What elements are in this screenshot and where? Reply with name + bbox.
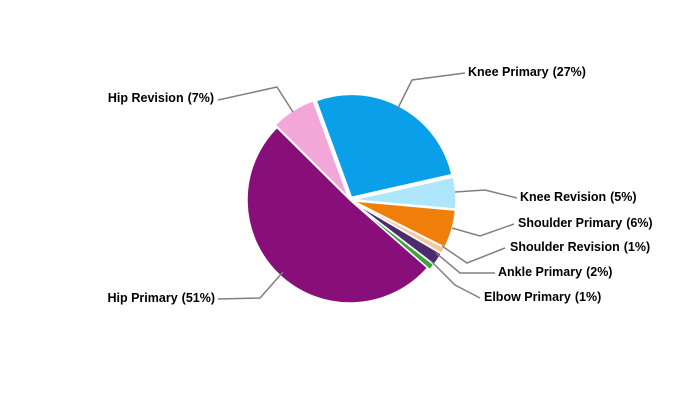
leader-line <box>217 86 294 113</box>
slices <box>246 93 457 304</box>
slice-label: Knee Revision (5%) <box>520 190 637 204</box>
slice-label-name: Knee Primary <box>468 65 549 79</box>
leader-line <box>441 245 506 264</box>
leader-line <box>451 223 515 237</box>
leader-line <box>454 189 518 199</box>
slice-label: Elbow Primary (1%) <box>484 290 601 304</box>
slice-label-name: Shoulder Revision <box>510 240 620 254</box>
slice-label-value: (7%) <box>188 91 214 105</box>
leader-line <box>435 252 495 274</box>
slice-label-value: (2%) <box>586 265 612 279</box>
slice-label-name: Knee Revision <box>520 190 606 204</box>
slice-label: Shoulder Revision (1%) <box>510 240 650 254</box>
slice-label-name: Shoulder Primary <box>518 216 622 230</box>
slice-label-value: (5%) <box>610 190 636 204</box>
slice-label: Shoulder Primary (6%) <box>518 216 653 230</box>
leader-line <box>430 260 481 299</box>
slice-label: Knee Primary (27%) <box>468 65 586 79</box>
slice-label-value: (6%) <box>626 216 652 230</box>
slice-label-name: Ankle Primary <box>498 265 582 279</box>
slice-label: Hip Revision (7%) <box>108 91 214 105</box>
slice-label-name: Hip Revision <box>108 91 184 105</box>
slice-label-value: (1%) <box>624 240 650 254</box>
slice-label: Hip Primary (51%) <box>107 291 215 305</box>
leader-line <box>397 72 466 109</box>
leader-line <box>217 271 284 300</box>
slice-label-name: Elbow Primary <box>484 290 571 304</box>
slice-label-value: (1%) <box>575 290 601 304</box>
slice-label: Ankle Primary (2%) <box>498 265 612 279</box>
pie-slice <box>315 93 453 199</box>
slice-label-name: Hip Primary <box>107 291 177 305</box>
slice-label-value: (27%) <box>553 65 586 79</box>
slice-label-value: (51%) <box>182 291 215 305</box>
pie-slice <box>352 176 457 210</box>
